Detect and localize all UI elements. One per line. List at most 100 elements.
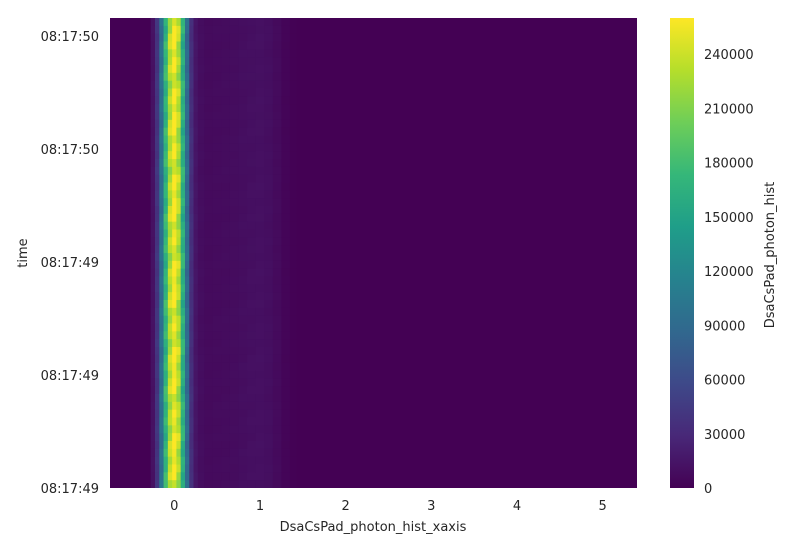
heatmap-cell — [264, 464, 274, 473]
heatmap-cell — [281, 25, 291, 35]
heatmap-cell — [281, 394, 291, 403]
heatmap-cell — [289, 433, 297, 442]
heatmap-cell — [167, 119, 173, 129]
heatmap-cell — [204, 268, 214, 277]
heatmap-cell — [238, 433, 248, 442]
heatmap-cell — [180, 135, 186, 144]
heatmap-cell — [167, 174, 173, 183]
heatmap-cell — [167, 362, 173, 371]
heatmap-cell — [189, 456, 194, 465]
heatmap-cell — [167, 112, 173, 121]
heatmap-cell — [180, 245, 186, 254]
heatmap-cell — [150, 456, 156, 465]
heatmap-cell — [163, 80, 169, 89]
heatmap-cell — [204, 166, 214, 176]
heatmap-cell — [150, 174, 156, 183]
heatmap-cell — [264, 151, 274, 160]
heatmap-cell — [255, 323, 265, 332]
heatmap-cell — [221, 80, 231, 89]
heatmap-cell — [176, 143, 182, 152]
heatmap-cell — [163, 425, 169, 434]
heatmap-cell — [229, 339, 239, 348]
heatmap-cell — [272, 300, 282, 309]
heatmap-cell — [221, 472, 231, 481]
heatmap-cell — [197, 65, 205, 74]
heatmap-cell — [154, 33, 160, 42]
heatmap-cell — [159, 72, 164, 82]
heatmap-cell — [189, 41, 194, 50]
heatmap-cell — [184, 18, 190, 27]
heatmap-cell — [212, 323, 222, 332]
heatmap-cell — [221, 159, 231, 168]
heatmap-cell — [212, 253, 222, 262]
heatmap-cell — [189, 292, 194, 301]
heatmap-cell — [163, 57, 169, 66]
heatmap-cell — [229, 213, 239, 223]
heatmap-cell — [204, 190, 214, 199]
heatmap-cell — [238, 33, 248, 42]
heatmap-cell — [272, 166, 282, 176]
y-tick-label: 08:17:50 — [41, 30, 99, 45]
heatmap-cell — [150, 323, 156, 332]
heatmap-cell — [281, 386, 291, 395]
heatmap-cell — [204, 378, 214, 387]
heatmap-cell — [238, 323, 248, 332]
heatmap-cell — [189, 323, 194, 332]
heatmap-cell — [150, 72, 156, 82]
heatmap-cell — [238, 206, 248, 215]
heatmap-cell — [255, 182, 265, 191]
heatmap-cell — [289, 245, 297, 254]
heatmap-cell — [264, 206, 274, 215]
heatmap-cell — [159, 41, 164, 50]
heatmap-cell — [197, 174, 205, 183]
heatmap-cell — [189, 331, 194, 340]
heatmap-cell — [272, 464, 282, 473]
heatmap-cell — [264, 182, 274, 191]
heatmap-cell — [264, 96, 274, 105]
heatmap-cell — [159, 57, 164, 66]
heatmap-cell — [221, 323, 231, 332]
heatmap-cell — [238, 166, 248, 176]
heatmap-cell — [247, 112, 257, 121]
heatmap-cell — [212, 190, 222, 199]
heatmap-cell — [193, 127, 199, 136]
heatmap-cell — [221, 198, 231, 207]
heatmap-cell — [212, 339, 222, 348]
heatmap-cell — [150, 339, 156, 348]
heatmap-cell — [255, 425, 265, 434]
heatmap-cell — [221, 300, 231, 309]
heatmap-cell — [272, 112, 282, 121]
heatmap-cell — [172, 159, 177, 168]
heatmap-cell — [159, 323, 164, 332]
heatmap-cell — [238, 347, 248, 356]
heatmap-cell — [150, 65, 156, 74]
heatmap-cell — [255, 143, 265, 152]
heatmap-cell — [197, 166, 205, 176]
heatmap-cell — [272, 268, 282, 277]
heatmap-cell — [289, 96, 297, 105]
heatmap-cell — [221, 339, 231, 348]
heatmap-cell — [176, 307, 182, 317]
heatmap-cell — [197, 119, 205, 129]
heatmap-cell — [204, 480, 214, 488]
heatmap-cell — [150, 331, 156, 340]
heatmap-cell — [229, 57, 239, 66]
heatmap-cell — [184, 143, 190, 152]
heatmap-cell — [167, 25, 173, 35]
heatmap-cell — [197, 33, 205, 42]
heatmap-cell — [221, 213, 231, 223]
heatmap-cell — [193, 409, 199, 418]
colorbar-tick-label: 240000 — [704, 48, 754, 63]
heatmap-cell — [176, 331, 182, 340]
colorbar-label: DsaCsPad_photon_hist — [763, 182, 778, 329]
heatmap-cell — [180, 472, 186, 481]
heatmap-cell — [172, 119, 177, 129]
heatmap-cell — [176, 354, 182, 364]
heatmap-cell — [180, 339, 186, 348]
heatmap-cell — [238, 135, 248, 144]
heatmap-cell — [180, 41, 186, 50]
heatmap-cell — [264, 213, 274, 223]
heatmap-cell — [255, 174, 265, 183]
heatmap-cell — [247, 315, 257, 324]
heatmap-cell — [159, 166, 164, 176]
